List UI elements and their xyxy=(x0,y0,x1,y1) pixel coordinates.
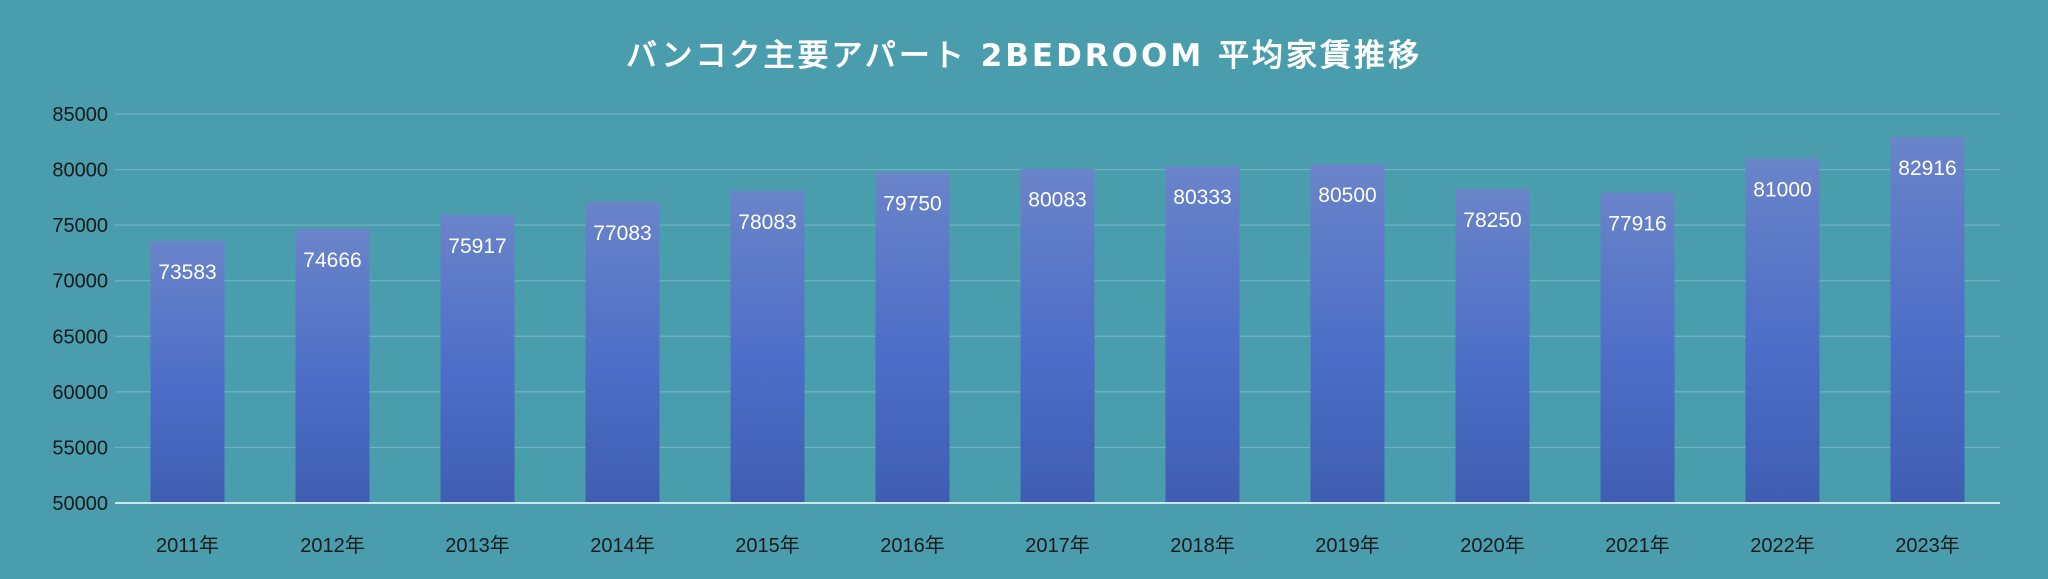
data-label: 74666 xyxy=(303,249,361,272)
bar xyxy=(440,214,515,503)
x-tick-label: 2015年 xyxy=(735,534,800,557)
data-label: 77916 xyxy=(1608,213,1666,236)
bar xyxy=(1745,158,1820,503)
bar xyxy=(1455,189,1530,503)
data-label: 78250 xyxy=(1463,209,1521,232)
x-tick-label: 2014年 xyxy=(590,534,655,557)
bar xyxy=(1600,192,1675,504)
data-label: 77083 xyxy=(593,222,651,245)
y-tick-label: 65000 xyxy=(52,326,108,348)
bar xyxy=(730,190,805,504)
data-label: 79750 xyxy=(883,192,941,215)
chart-title: バンコク主要アパート 2BEDROOM 平均家賃推移 xyxy=(625,38,1423,74)
bar xyxy=(585,201,660,503)
y-tick-label: 85000 xyxy=(52,104,108,126)
data-label: 80333 xyxy=(1173,186,1231,209)
y-tick-label: 60000 xyxy=(52,382,108,404)
bar xyxy=(1310,164,1385,503)
data-label: 73583 xyxy=(158,261,216,284)
bar xyxy=(875,172,950,503)
x-tick-label: 2011年 xyxy=(156,534,219,557)
y-tick-label: 80000 xyxy=(52,160,108,182)
data-label: 80500 xyxy=(1318,184,1376,207)
x-tick-label: 2019年 xyxy=(1315,534,1380,557)
x-tick-label: 2016年 xyxy=(880,534,945,557)
x-tick-label: 2017年 xyxy=(1025,534,1090,557)
data-label: 80083 xyxy=(1028,189,1086,212)
x-tick-label: 2023年 xyxy=(1895,534,1960,557)
y-tick-label: 70000 xyxy=(52,271,108,293)
axes: 50000 55000 60000 65000 70000 75000 80000 85000… xyxy=(52,104,2000,557)
bar xyxy=(1020,168,1095,504)
data-label: 81000 xyxy=(1753,178,1811,201)
x-tick-label: 2012年 xyxy=(300,534,365,557)
x-tick-label: 2013年 xyxy=(445,534,510,557)
labels: 73583 74666 75917 77083 78083 79750 80083 80333… xyxy=(158,157,1956,284)
y-tick-label: 50000 xyxy=(52,493,108,515)
y-tick-label: 75000 xyxy=(52,215,108,237)
y-tick-label: 55000 xyxy=(52,437,108,459)
data-label: 78083 xyxy=(738,211,796,234)
x-tick-label: 2022年 xyxy=(1750,534,1815,557)
bar xyxy=(1890,137,1965,503)
bar xyxy=(1165,165,1240,504)
data-label: 75917 xyxy=(448,235,506,258)
x-tick-label: 2020年 xyxy=(1460,534,1525,557)
bars xyxy=(150,137,1965,504)
bar xyxy=(150,240,225,504)
bar xyxy=(295,228,370,503)
x-tick-label: 2018年 xyxy=(1170,534,1235,557)
data-label: 82916 xyxy=(1898,157,1956,180)
x-tick-label: 2021年 xyxy=(1605,534,1670,557)
